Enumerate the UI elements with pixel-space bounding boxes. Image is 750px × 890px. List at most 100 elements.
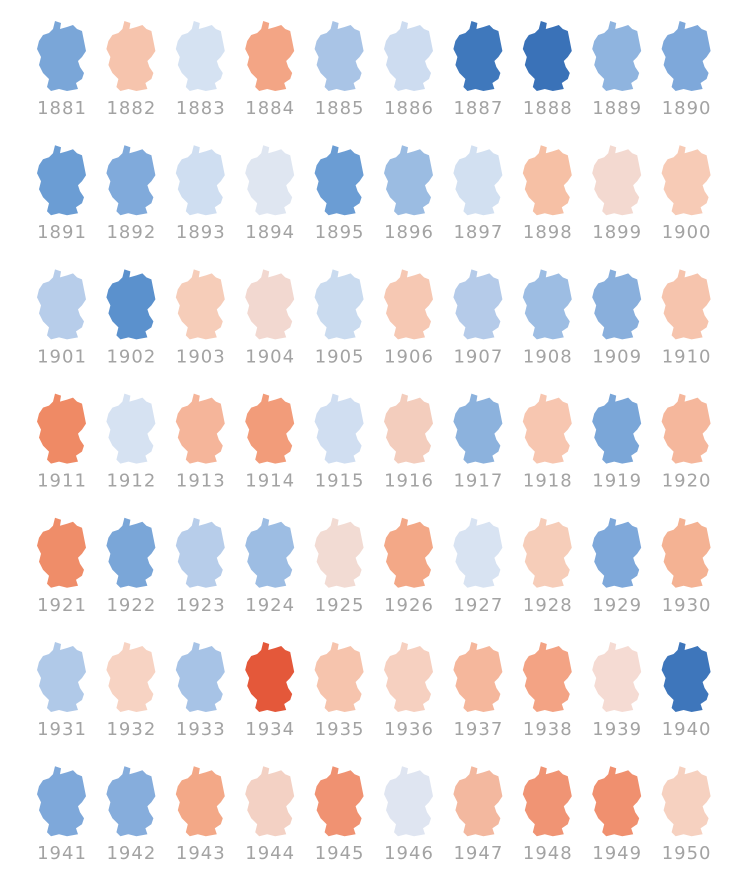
map-shape	[384, 766, 433, 837]
map-shape	[245, 269, 295, 340]
map-shape	[37, 145, 86, 216]
year-map	[245, 642, 295, 712]
year-label: 1918	[523, 471, 573, 492]
year-map	[661, 766, 711, 837]
map-shape	[245, 642, 295, 712]
map-shape	[245, 766, 295, 837]
year-map	[661, 642, 711, 712]
map-shape	[522, 393, 572, 464]
year-label: 1916	[384, 471, 434, 492]
year-map	[384, 393, 433, 464]
year-map	[106, 642, 156, 712]
year-map	[522, 393, 572, 464]
year-map	[314, 517, 364, 588]
map-shape	[106, 766, 156, 837]
year-map	[106, 517, 156, 588]
year-map	[37, 21, 86, 91]
year-label: 1922	[106, 595, 156, 616]
year-map	[106, 269, 156, 340]
year-label: 1912	[106, 471, 156, 492]
year-map	[245, 21, 295, 91]
year-label: 1892	[106, 222, 156, 243]
map-shape	[661, 517, 711, 588]
year-label: 1915	[315, 471, 365, 492]
year-label: 1930	[662, 595, 712, 616]
map-shape	[661, 21, 711, 91]
year-label: 1903	[176, 346, 226, 367]
map-shape	[522, 21, 572, 91]
year-map	[245, 766, 295, 837]
year-label: 1908	[523, 346, 573, 367]
year-label: 1920	[662, 471, 712, 492]
map-shape	[592, 145, 642, 216]
map-shape	[175, 21, 225, 91]
year-map	[522, 145, 572, 216]
map-shape	[37, 642, 86, 712]
year-label: 1893	[176, 222, 226, 243]
year-label: 1905	[315, 346, 365, 367]
year-map	[175, 269, 225, 340]
map-shape	[314, 766, 364, 837]
year-map	[522, 269, 572, 340]
year-label: 1902	[106, 346, 156, 367]
map-shape	[453, 517, 503, 588]
map-shape	[106, 145, 156, 216]
year-label: 1907	[453, 346, 503, 367]
year-map	[175, 642, 225, 712]
year-label: 1949	[592, 843, 642, 864]
map-shape	[453, 766, 503, 837]
map-shape	[106, 642, 156, 712]
year-label: 1934	[245, 719, 295, 740]
year-label: 1882	[106, 98, 156, 119]
year-map	[453, 145, 503, 216]
year-label: 1929	[592, 595, 642, 616]
year-label: 1884	[245, 98, 295, 119]
year-label: 1947	[453, 843, 503, 864]
year-label: 1943	[176, 843, 226, 864]
year-label: 1896	[384, 222, 434, 243]
year-label: 1886	[384, 98, 434, 119]
map-shape	[384, 642, 433, 712]
year-map	[37, 269, 86, 340]
year-label: 1940	[662, 719, 712, 740]
year-label: 1885	[315, 98, 365, 119]
year-map	[37, 642, 86, 712]
map-shape	[592, 21, 642, 91]
map-shape	[175, 269, 225, 340]
year-label: 1899	[592, 222, 642, 243]
year-label: 1914	[245, 471, 295, 492]
year-map	[522, 517, 572, 588]
year-map	[384, 766, 433, 837]
year-label: 1917	[453, 471, 503, 492]
year-map	[37, 517, 86, 588]
map-shape	[592, 766, 642, 837]
year-map	[314, 766, 364, 837]
year-label: 1891	[37, 222, 87, 243]
map-shape	[175, 642, 225, 712]
map-shape	[245, 517, 295, 588]
year-map	[37, 766, 86, 837]
year-label: 1935	[315, 719, 365, 740]
year-label: 1901	[37, 346, 87, 367]
year-map	[245, 269, 295, 340]
year-map	[661, 269, 711, 340]
year-map	[592, 21, 642, 91]
year-label: 1897	[453, 222, 503, 243]
year-label: 1923	[176, 595, 226, 616]
year-map	[106, 21, 156, 91]
map-shape	[106, 269, 156, 340]
year-label: 1924	[245, 595, 295, 616]
year-map	[453, 393, 503, 464]
year-map	[384, 21, 433, 91]
year-map	[592, 642, 642, 712]
year-map	[592, 269, 642, 340]
year-map	[453, 21, 503, 91]
map-shape	[661, 766, 711, 837]
year-map	[522, 766, 572, 837]
year-label: 1939	[592, 719, 642, 740]
year-label: 1938	[523, 719, 573, 740]
year-map	[175, 517, 225, 588]
year-map	[314, 642, 364, 712]
year-label: 1944	[245, 843, 295, 864]
year-map	[245, 517, 295, 588]
